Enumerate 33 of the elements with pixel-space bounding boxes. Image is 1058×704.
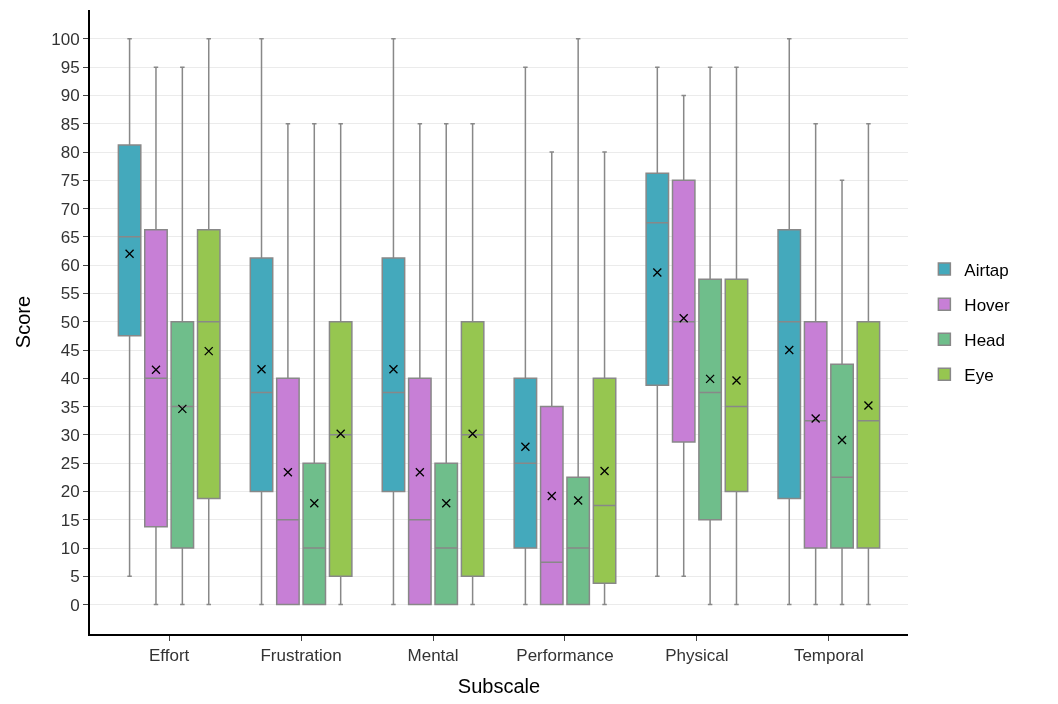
y-tick-label: 95	[60, 58, 80, 78]
x-axis-title: Subscale	[457, 675, 541, 698]
legend-label: Hover	[964, 295, 1011, 315]
y-tick-label: 85	[60, 114, 80, 134]
y-tick-label: 75	[60, 171, 80, 191]
y-tick-label: 45	[60, 340, 80, 360]
y-tick-label: 35	[60, 397, 80, 417]
y-tick-label: 15	[60, 510, 80, 530]
y-tick-label: 10	[60, 538, 80, 558]
legend-label: Eye	[964, 365, 994, 385]
y-tick-label: 50	[60, 312, 80, 332]
y-tick-label: 40	[60, 369, 80, 389]
y-tick-label: 90	[60, 86, 80, 106]
y-tick-label: 70	[60, 199, 80, 219]
y-tick-label: 20	[60, 482, 80, 502]
legend-label: Airtap	[964, 260, 1009, 280]
y-tick-label: 5	[70, 567, 80, 587]
y-tick-label: 30	[60, 425, 80, 445]
y-tick-label: 55	[60, 284, 80, 304]
y-tick-label: 80	[60, 142, 80, 162]
y-tick-label: 25	[60, 454, 80, 474]
y-tick-label: 60	[60, 256, 80, 276]
x-tick-label: Mental	[407, 646, 459, 666]
y-tick-label: 100	[51, 29, 80, 49]
x-tick-label: Performance	[516, 646, 614, 666]
x-tick-label: Frustration	[260, 646, 342, 666]
y-axis-title: Score	[12, 295, 35, 349]
y-tick-label: 65	[60, 227, 80, 247]
x-tick-label: Effort	[149, 646, 190, 666]
y-tick-label: 0	[70, 595, 80, 615]
legend-label: Head	[964, 330, 1005, 350]
x-tick-label: Physical	[665, 646, 729, 666]
x-tick-label: Temporal	[793, 646, 864, 666]
